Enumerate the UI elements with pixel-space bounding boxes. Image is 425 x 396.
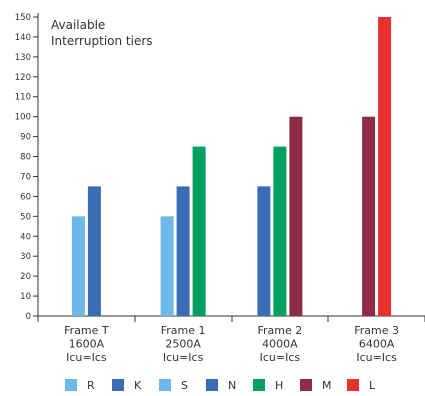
bar-k xyxy=(87,186,101,316)
bar-h xyxy=(192,146,206,316)
y-tick-label: 10 xyxy=(20,292,31,302)
category-label: Icu=Ics xyxy=(260,351,301,364)
legend-swatch-h xyxy=(253,379,265,391)
y-axis: 0 10 20 30 40 50 60 70 80 90 100 110 120 130 140 150 xyxy=(15,13,39,322)
bar-h xyxy=(273,146,287,316)
chart-title-line: Interruption tiers xyxy=(51,34,153,48)
legend-swatch-l xyxy=(347,379,359,391)
y-tick-label: 80 xyxy=(20,153,31,163)
y-tick-label: 30 xyxy=(20,252,31,262)
bar-r xyxy=(71,216,85,316)
legend-label-r: R xyxy=(87,379,95,392)
y-tick-label: 70 xyxy=(20,172,31,182)
category-label: Frame 1 xyxy=(161,324,206,337)
category-label: Icu=Ics xyxy=(356,351,397,364)
y-tick-label: 110 xyxy=(15,93,31,103)
legend-swatch-m xyxy=(300,379,312,391)
category-label: Frame 2 xyxy=(258,324,303,337)
y-tick-label: 60 xyxy=(20,192,31,202)
legend-label-m: M xyxy=(322,379,332,392)
bar-n xyxy=(257,186,271,316)
category-label: 1600A xyxy=(69,338,105,351)
y-tick-label: 20 xyxy=(20,272,31,282)
chart-title: Available Interruption tiers xyxy=(51,18,153,48)
bar-s xyxy=(160,216,174,316)
y-tick-label: 120 xyxy=(15,73,31,83)
y-tick-label: 100 xyxy=(15,113,31,123)
category-label: 2500A xyxy=(165,338,201,351)
category-label: 6400A xyxy=(359,338,395,351)
y-tick-label: 130 xyxy=(15,53,31,63)
y-tick-label: 90 xyxy=(20,133,31,143)
legend-label-n: N xyxy=(228,379,236,392)
x-axis xyxy=(37,315,425,322)
category-label: Frame T xyxy=(64,324,109,337)
legend-label-l: L xyxy=(369,379,376,392)
chart-title-line: Available xyxy=(51,18,105,32)
legend-label-h: H xyxy=(275,379,283,392)
legend-swatch-s xyxy=(159,379,171,391)
category-label: Icu=Ics xyxy=(66,351,107,364)
category-label: Frame 3 xyxy=(354,324,399,337)
y-tick-label: 0 xyxy=(26,312,31,322)
bar-l xyxy=(378,17,392,316)
y-tick-label: 140 xyxy=(15,33,31,43)
category-label: Icu=Ics xyxy=(163,351,204,364)
legend-swatch-n xyxy=(206,379,218,391)
y-tick-label: 50 xyxy=(20,212,31,222)
legend-label-s: S xyxy=(181,379,188,392)
category-label: 4000A xyxy=(262,338,298,351)
legend-label-k: K xyxy=(134,379,142,392)
bar-m xyxy=(362,116,376,316)
bar-m xyxy=(289,116,303,316)
legend-swatch-k xyxy=(112,379,124,391)
y-tick-label: 150 xyxy=(15,13,31,23)
bar-n xyxy=(176,186,190,316)
bars xyxy=(71,17,392,316)
y-tick-label: 40 xyxy=(20,232,31,242)
legend-swatch-r xyxy=(65,379,77,391)
